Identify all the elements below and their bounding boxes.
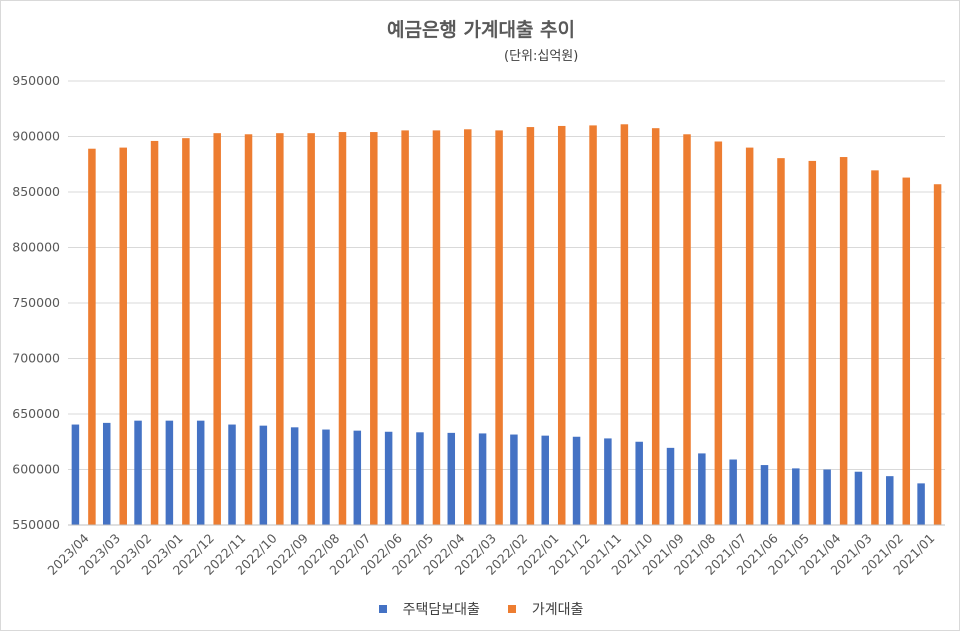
bar-household bbox=[244, 134, 253, 525]
bar-mortgage bbox=[134, 420, 142, 525]
bar-mortgage bbox=[729, 459, 737, 525]
bar-mortgage bbox=[290, 427, 299, 525]
bar-household bbox=[714, 141, 723, 525]
legend: 주택담보대출 가계대출 bbox=[1, 599, 960, 619]
bar-mortgage bbox=[635, 441, 643, 525]
bar-mortgage bbox=[510, 434, 518, 525]
chart-title: 예금은행 가계대출 추이 bbox=[386, 19, 576, 41]
bar-household bbox=[651, 128, 660, 526]
bar-household bbox=[464, 129, 472, 525]
y-tick-label: 800000 bbox=[12, 240, 60, 255]
bar-household bbox=[88, 148, 96, 525]
bar-mortgage bbox=[322, 429, 330, 525]
y-tick-label: 550000 bbox=[12, 517, 60, 532]
legend-item-mortgage: 주택담보대출 bbox=[378, 599, 480, 619]
bar-mortgage bbox=[228, 424, 236, 525]
chart-subtitle: (단위:십억원) bbox=[504, 49, 579, 64]
y-tick-label: 850000 bbox=[12, 184, 60, 199]
bar-mortgage bbox=[71, 424, 80, 525]
bar-household bbox=[620, 124, 629, 525]
y-tick-label: 750000 bbox=[12, 295, 60, 310]
bar-household bbox=[119, 147, 127, 525]
bar-household bbox=[777, 158, 785, 525]
bar-household bbox=[745, 147, 754, 525]
bar-mortgage bbox=[886, 476, 894, 525]
y-tick-label: 900000 bbox=[12, 129, 60, 144]
bar-mortgage bbox=[760, 465, 769, 525]
legend-label-mortgage: 주택담보대출 bbox=[402, 602, 480, 618]
bar-household bbox=[150, 140, 159, 525]
bar-household bbox=[839, 157, 848, 525]
y-tick-label: 650000 bbox=[12, 406, 60, 421]
bar-household bbox=[495, 130, 503, 525]
bar-household bbox=[213, 133, 221, 526]
bar-mortgage bbox=[823, 469, 831, 525]
bar-mortgage bbox=[478, 433, 487, 525]
bar-mortgage bbox=[102, 422, 111, 525]
bar-mortgage bbox=[572, 436, 581, 525]
bar-mortgage bbox=[196, 420, 205, 525]
bar-mortgage bbox=[792, 468, 800, 525]
bar-household bbox=[338, 132, 347, 525]
bar-mortgage bbox=[541, 435, 549, 525]
bar-household bbox=[401, 130, 409, 525]
bar-household bbox=[307, 133, 315, 526]
bar-mortgage bbox=[917, 483, 925, 525]
bar-mortgage bbox=[353, 430, 362, 525]
y-tick-label: 600000 bbox=[12, 462, 60, 477]
y-tick-label: 950000 bbox=[12, 73, 60, 88]
bar-household bbox=[557, 125, 566, 525]
legend-swatch-mortgage bbox=[378, 605, 387, 613]
legend-swatch-household bbox=[507, 605, 516, 613]
bar-household bbox=[808, 160, 817, 526]
bar-mortgage bbox=[666, 447, 675, 525]
bar-mortgage bbox=[854, 471, 863, 525]
legend-label-household: 가계대출 bbox=[531, 602, 584, 618]
bar-household bbox=[370, 132, 378, 525]
bar-mortgage bbox=[165, 420, 174, 525]
bar-household bbox=[432, 130, 441, 525]
bar-household bbox=[526, 127, 535, 525]
bar-household bbox=[902, 177, 911, 525]
bar-mortgage bbox=[447, 432, 456, 525]
bar-household bbox=[871, 170, 879, 526]
bar-mortgage bbox=[604, 438, 612, 525]
bar-household bbox=[589, 125, 597, 526]
legend-item-household: 가계대출 bbox=[507, 599, 584, 619]
bar-household bbox=[182, 138, 190, 526]
bar-mortgage bbox=[384, 431, 393, 525]
bar-mortgage bbox=[259, 425, 268, 525]
bar-mortgage bbox=[416, 432, 424, 525]
bar-household bbox=[933, 184, 942, 526]
bar-mortgage bbox=[698, 453, 706, 525]
y-tick-label: 700000 bbox=[12, 351, 60, 366]
bar-household bbox=[683, 134, 691, 525]
bar-household bbox=[276, 133, 284, 526]
